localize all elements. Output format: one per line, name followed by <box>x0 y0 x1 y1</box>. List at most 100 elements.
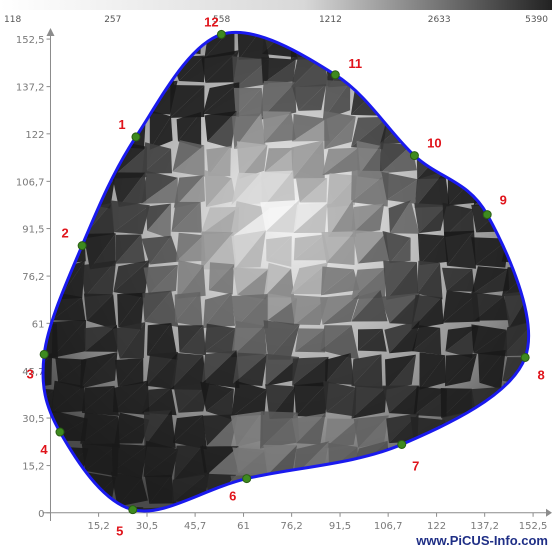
tomogram-facet <box>442 267 473 291</box>
tomogram-facet <box>470 32 502 56</box>
tomogram-facet <box>147 203 172 239</box>
tomogram-facet <box>119 322 146 359</box>
tomogram-facet <box>80 412 119 444</box>
tomogram-facet <box>177 265 206 299</box>
tomogram-facet <box>322 147 359 176</box>
tomogram-facet <box>388 413 419 444</box>
tomogram-facet <box>416 471 450 502</box>
tomogram-facet <box>387 86 419 114</box>
tomogram-facet <box>42 353 53 390</box>
tomogram-facet <box>142 290 172 322</box>
tomogram-facet <box>320 325 360 360</box>
tomogram-facet <box>81 32 120 55</box>
y-tick-label: 0 <box>38 509 44 520</box>
color-scale-label: 558 <box>213 15 230 25</box>
tomogram-facet <box>503 380 529 413</box>
tomogram-facet <box>353 415 389 448</box>
tomogram-facet <box>230 201 270 239</box>
tomogram-facet <box>42 234 58 267</box>
tomogram-facet <box>538 27 552 60</box>
tomogram-facet <box>261 500 299 512</box>
tomogram-facet <box>538 297 552 323</box>
color-scale-label: 257 <box>104 15 121 25</box>
tomogram-facet <box>204 32 235 59</box>
tomogram-facet <box>291 140 324 179</box>
tomogram-facet <box>351 290 388 322</box>
tomogram-facet <box>59 507 90 512</box>
tomogram-facet <box>86 294 117 330</box>
tomogram-facet <box>382 231 411 264</box>
tomogram-facet <box>261 170 296 209</box>
measurement-point-label: 2 <box>62 226 69 241</box>
tomogram-facet <box>500 147 529 178</box>
tomogram-facet <box>170 85 205 118</box>
tomogram-facet <box>475 87 506 119</box>
tomogram-facet <box>112 445 148 479</box>
tomogram-facet <box>509 380 529 413</box>
tomogram-facet <box>293 203 328 233</box>
tomogram-facet <box>85 324 118 352</box>
tomogram-facet <box>231 230 266 269</box>
tomogram-facet <box>267 293 298 321</box>
tomogram-facet <box>82 141 115 178</box>
tomogram-facet <box>261 474 293 508</box>
tomogram-facet <box>261 500 296 512</box>
tomogram-facet <box>388 200 411 234</box>
tomogram-facet <box>292 114 327 142</box>
tomogram-facet <box>531 238 552 268</box>
tomogram-facet <box>479 350 506 390</box>
tomogram-facet <box>418 205 447 234</box>
tomogram-facet <box>174 445 203 480</box>
tomogram-facet <box>114 419 150 444</box>
tomogram-facet <box>297 476 330 510</box>
tomogram-facet <box>231 173 270 206</box>
tomogram-facet <box>114 85 148 117</box>
tomogram-facet <box>447 230 476 269</box>
measurement-point <box>77 241 87 251</box>
measurement-point-label: 1 <box>118 117 125 132</box>
tomogram-facet <box>179 55 205 83</box>
tomogram-facet <box>417 233 445 266</box>
tomogram-facet <box>238 449 269 474</box>
tomogram-facet <box>475 82 504 119</box>
tomogram-facet <box>419 352 446 390</box>
tomogram-facet <box>201 232 238 270</box>
tomogram-facet <box>85 260 117 297</box>
measurement-point-label: 11 <box>348 56 362 71</box>
tomogram-facet <box>55 32 87 53</box>
tomogram-facet <box>532 473 552 508</box>
y-tick-label: 122 <box>25 130 44 141</box>
tomogram-facet <box>204 328 236 354</box>
tomogram-facet <box>380 292 420 324</box>
tomogram-facet <box>82 111 111 147</box>
x-tick-label: 45,7 <box>184 521 206 532</box>
tomogram-facet <box>144 51 174 86</box>
tomogram-facet <box>52 297 86 322</box>
tomogram-facet <box>112 322 146 359</box>
tomogram-facet <box>358 328 383 351</box>
tomogram-facet <box>536 269 552 299</box>
tomogram-facet <box>478 114 510 145</box>
tomogram-facet <box>263 262 292 298</box>
tomogram-facet <box>42 231 52 267</box>
measurement-point <box>131 132 141 142</box>
tomogram-facet <box>351 203 385 235</box>
tomogram-facet <box>358 328 387 352</box>
tomogram-facet <box>324 419 359 449</box>
tomogram-facet <box>442 294 480 323</box>
tomogram-facet <box>533 51 552 87</box>
tomogram-facet <box>200 500 231 512</box>
tomogram-facet <box>201 50 239 83</box>
measurement-point-label: 12 <box>204 14 218 29</box>
y-tick-label: 61 <box>32 319 45 330</box>
tomogram-facet <box>297 475 330 508</box>
tomogram-facet <box>201 350 240 389</box>
tomogram-facet <box>147 323 178 360</box>
tomogram-facet <box>440 50 475 85</box>
tomogram-facet <box>440 443 472 472</box>
tomogram-facet <box>81 385 120 416</box>
tomogram-facet <box>264 147 294 175</box>
tomogram-facet <box>384 474 419 503</box>
tomogram-facet <box>260 80 296 120</box>
tomogram-facet <box>322 80 351 120</box>
